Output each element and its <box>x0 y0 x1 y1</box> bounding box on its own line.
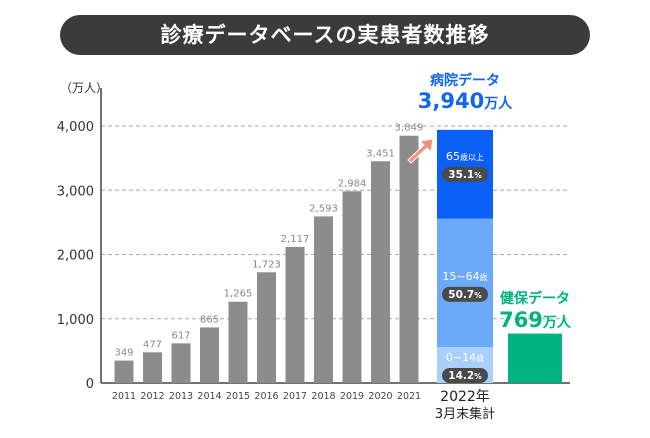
x-tick-label: 2014 <box>197 391 221 402</box>
bar <box>285 246 305 383</box>
bar-value-label: 2,117 <box>281 234 310 245</box>
bar-value-label: 865 <box>200 314 219 325</box>
bar-value-label: 3,451 <box>366 148 395 159</box>
x-tick-label: 2013 <box>169 391 193 402</box>
hospital-total: 3,940万人 <box>418 89 513 113</box>
bar <box>399 135 419 383</box>
x-tick-label: 2018 <box>311 391 335 402</box>
insurance-title: 健保データ <box>500 290 570 307</box>
chart-title: 診療データベースの実患者数推移 <box>60 15 590 55</box>
x-tick-label: 2012 <box>140 391 164 402</box>
arrow-icon <box>407 138 434 164</box>
x-tick-label: 2019 <box>340 391 364 402</box>
insurance-total: 769万人 <box>499 308 572 332</box>
percent-badge <box>442 368 488 383</box>
x-tick-label: 2021 <box>397 391 421 402</box>
segment-label: 15~64歳 <box>442 270 487 283</box>
x-tick-label: 2016 <box>254 391 278 402</box>
insurance-bar <box>508 333 562 383</box>
bar <box>114 360 134 383</box>
y-tick-label: 4,000 <box>57 120 94 135</box>
bar <box>200 327 219 383</box>
percent-label: 35.1% <box>448 169 482 181</box>
y-tick-label: 2,000 <box>57 249 94 264</box>
y-axis-unit: （万人） <box>60 81 108 95</box>
percent-label: 50.7% <box>448 289 482 301</box>
bar-value-label: 349 <box>114 348 133 359</box>
bar-value-label: 2,984 <box>338 178 367 189</box>
bar <box>257 272 276 383</box>
bar <box>314 216 333 383</box>
percent-badge <box>442 166 488 182</box>
hospital-title: 病院データ <box>430 72 500 89</box>
bar <box>371 161 390 383</box>
snapshot-category-line2: 3月末集計 <box>435 406 495 422</box>
x-tick-label: 2020 <box>368 391 392 402</box>
bar <box>228 301 248 383</box>
x-tick-label: 2015 <box>226 391 250 402</box>
segment-label: 65歳以上 <box>446 150 484 163</box>
bar-value-label: 3,849 <box>395 123 424 134</box>
bar <box>342 191 362 383</box>
bar-value-label: 617 <box>171 330 190 341</box>
percent-badge <box>442 286 488 302</box>
y-tick-label: 0 <box>86 377 94 392</box>
bar-value-label: 1,723 <box>252 259 281 270</box>
x-tick-label: 2017 <box>283 391 307 402</box>
bar <box>171 343 191 383</box>
bar-value-label: 2,593 <box>309 203 338 214</box>
bar-value-label: 1,265 <box>224 289 253 300</box>
percent-label: 14.2% <box>448 370 482 382</box>
x-tick-label: 2011 <box>112 391 136 402</box>
y-tick-label: 3,000 <box>57 184 94 199</box>
stacked-segment <box>437 218 493 348</box>
bar-value-label: 477 <box>143 339 162 350</box>
snapshot-category-line1: 2022年 <box>440 389 490 405</box>
segment-label: 0~14歳 <box>446 351 484 364</box>
y-tick-label: 1,000 <box>57 313 94 328</box>
bar <box>143 352 162 383</box>
